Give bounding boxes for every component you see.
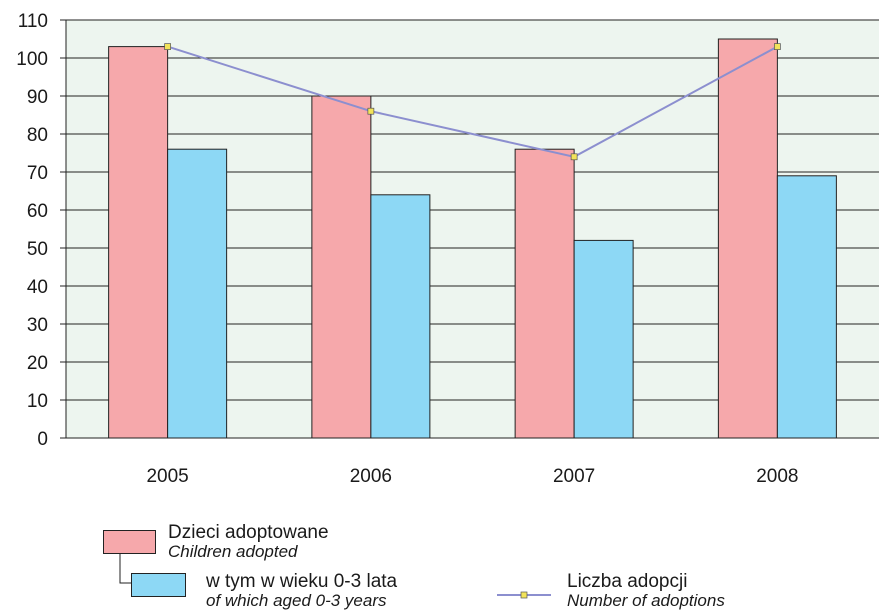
legend-label-en: Children adopted: [168, 542, 298, 561]
x-tick-label: 2007: [553, 466, 595, 487]
y-tick-label: 30: [27, 315, 48, 336]
legend-swatch-aged-0-3: [131, 573, 186, 597]
bar-aged-0-3-2005: [167, 148, 228, 439]
y-tick-label: 90: [27, 87, 48, 108]
x-tick-label: 2006: [350, 466, 392, 487]
line-point: [774, 43, 781, 50]
legend-item-children-adopted: Dzieci adoptowane Children adopted: [168, 523, 329, 561]
line-series: [164, 43, 781, 161]
bar-aged-0-3-2007: [573, 239, 634, 439]
y-tick-label: 80: [27, 125, 48, 146]
x-tick-label: 2008: [756, 466, 798, 487]
bar-children-adopted-2005: [108, 46, 169, 439]
y-tick-label: 10: [27, 391, 48, 412]
legend-label-en: of which aged 0-3 years: [206, 591, 387, 610]
y-tick-label: 50: [27, 239, 48, 260]
y-tick-label: 100: [16, 49, 48, 70]
line-number-of-adoptions: [167, 45, 778, 158]
bar-children-adopted-2006: [311, 95, 372, 439]
x-axis-ticks: 2005 2006 2007 2008: [146, 466, 798, 487]
legend-label: w tym w wieku 0-3 lata: [206, 571, 398, 592]
legend-item-aged-0-3: w tym w wieku 0-3 lata of which aged 0-3…: [206, 572, 397, 610]
y-tick-label: 40: [27, 277, 48, 298]
legend-label-en: Number of adoptions: [567, 591, 725, 610]
y-tick-label: 20: [27, 353, 48, 374]
bar-aged-0-3-2008: [776, 175, 837, 439]
y-tick-label: 70: [27, 163, 48, 184]
bar-children-adopted-2007: [514, 148, 575, 439]
y-tick-label: 110: [18, 11, 48, 32]
line-point: [570, 153, 578, 161]
y-axis-ticks: 0 10 20 30 40 50 60 70 80 90 100 110: [16, 11, 66, 450]
legend-label: Liczba adopcji: [567, 571, 688, 592]
legend-connector: [119, 553, 131, 584]
x-tick-label: 2005: [146, 466, 188, 487]
bar-aged-0-3-2006: [370, 194, 431, 439]
y-tick-label: 0: [37, 429, 48, 450]
legend-item-number-of-adoptions: Liczba adopcji Number of adoptions: [567, 572, 725, 610]
line-point: [164, 43, 171, 50]
legend-line-marker: [520, 591, 528, 599]
line-point: [367, 107, 375, 115]
legend-swatch-children-adopted: [103, 530, 156, 554]
legend-label: Dzieci adoptowane: [168, 522, 329, 543]
bar-children-adopted-2008: [717, 38, 778, 439]
y-tick-label: 60: [27, 201, 48, 222]
bars: [108, 38, 837, 439]
